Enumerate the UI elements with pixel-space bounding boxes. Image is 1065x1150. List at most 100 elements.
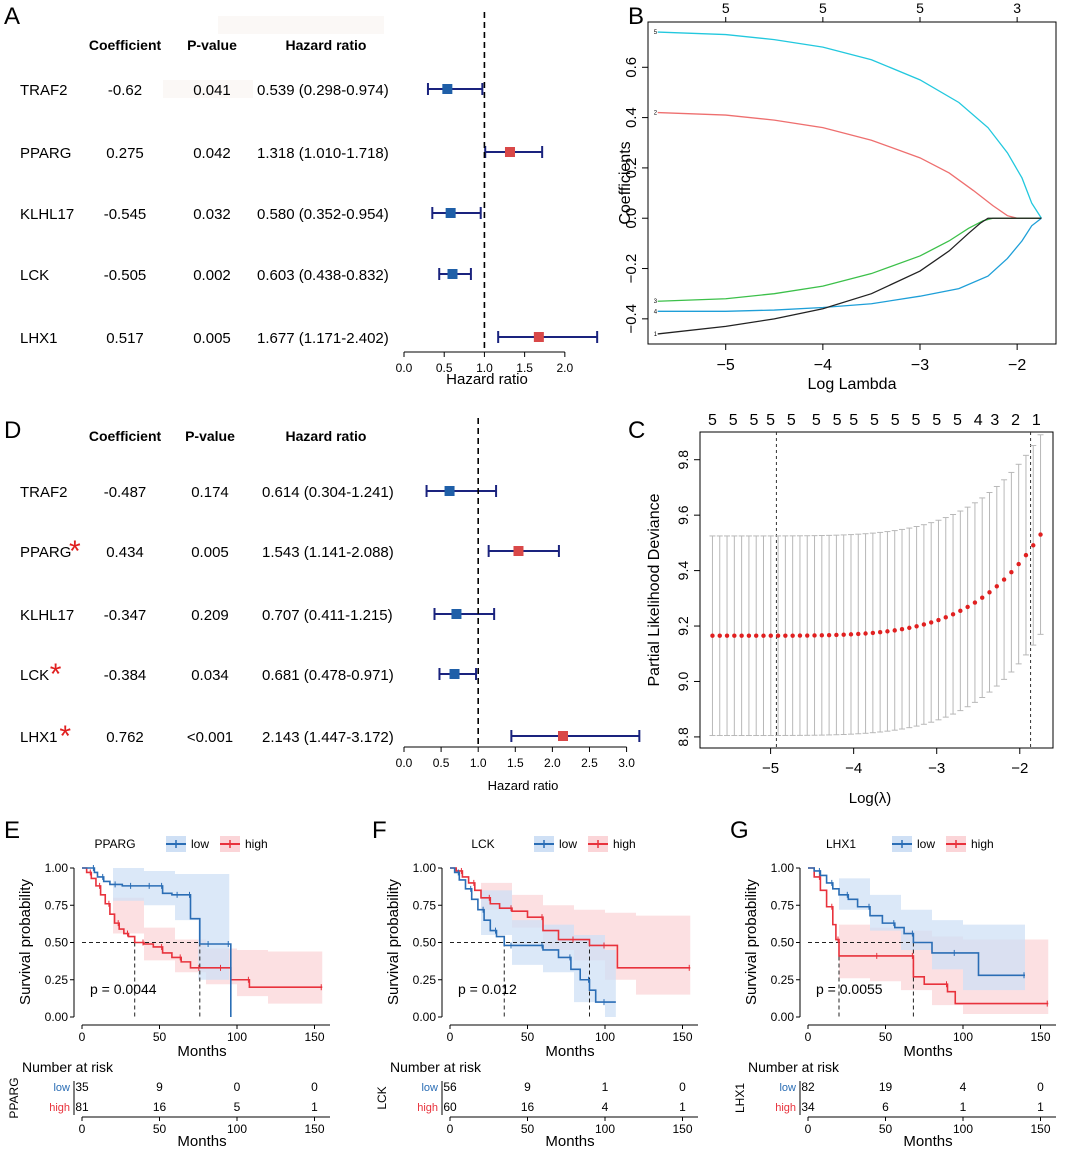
y-tick-label: 9.0: [675, 672, 691, 692]
y-tick-label: 0.0: [623, 208, 640, 229]
cv-point: [907, 625, 912, 631]
y-tick-label: 0.6: [623, 57, 640, 78]
x-tick-label: 0: [805, 1030, 812, 1044]
top-count-label: 5: [729, 412, 738, 429]
y-tick-label: 0.00: [45, 1010, 69, 1024]
x-axis-title: Hazard ratio: [488, 778, 559, 793]
coefficient-value: -0.505: [104, 267, 147, 284]
cv-point: [739, 633, 744, 638]
x-tick-label: 0.5: [433, 756, 450, 770]
header-coefficient: Coefficient: [89, 428, 162, 444]
top-count-label: 3: [990, 412, 999, 429]
risk-high-label: high: [417, 1102, 438, 1114]
hr-point-lck: [449, 669, 460, 679]
x-tick-label: 2.0: [556, 361, 573, 375]
risk-count-high: 4: [602, 1100, 609, 1114]
cv-point: [1016, 561, 1021, 567]
top-count-label: 5: [833, 412, 842, 429]
cv-point: [1038, 532, 1043, 537]
risk-count-high: 1: [960, 1100, 967, 1114]
coefficient-value: 0.762: [106, 729, 144, 746]
cv-point: [775, 633, 781, 638]
gene-label-pparg: PPARG: [20, 544, 71, 561]
panel-label-g: G: [730, 817, 749, 844]
x-axis-title: Months: [545, 1043, 594, 1060]
hazard-ratio-text: 0.580 (0.352-0.954): [257, 206, 389, 223]
x-tick-label: −4: [845, 760, 862, 777]
x-axis-title: Log Lambda: [808, 376, 897, 393]
top-count-label: 5: [787, 412, 796, 429]
y-tick-label: 0.25: [45, 973, 69, 987]
header-p-value: P-value: [187, 37, 237, 53]
risk-x-tick-label: 0: [805, 1122, 812, 1136]
x-tick-label: 100: [227, 1030, 247, 1044]
risk-high-label: high: [775, 1102, 796, 1114]
cv-point: [965, 604, 970, 610]
legend-low-label: low: [917, 837, 935, 851]
y-tick-label: −0.4: [623, 304, 640, 334]
coefficient-value: -0.487: [104, 484, 147, 501]
gene-label-lhx1: LHX1: [20, 729, 58, 746]
x-tick-label: 0: [79, 1030, 86, 1044]
cv-point: [797, 633, 803, 638]
risk-count-low: 19: [879, 1080, 893, 1094]
x-axis-title: Months: [903, 1043, 952, 1060]
cv-point: [936, 617, 941, 623]
cv-point: [805, 633, 810, 638]
km-curve-high: [450, 867, 691, 969]
hr-point-pparg: [504, 147, 515, 157]
risk-count-low: 0: [1037, 1080, 1044, 1094]
coefficient-value: 0.275: [106, 145, 144, 162]
top-count-label: 5: [812, 412, 821, 429]
x-tick-label: 150: [304, 1030, 324, 1044]
cv-point: [754, 633, 759, 638]
top-count-label: 5: [766, 412, 775, 429]
risk-x-axis-title: Months: [903, 1133, 952, 1150]
x-tick-label: −5: [717, 357, 735, 374]
risk-x-tick-label: 150: [304, 1122, 324, 1136]
y-tick-label: 0.75: [413, 898, 437, 912]
y-tick-label: 9.2: [675, 616, 691, 636]
x-tick-label: 100: [953, 1030, 973, 1044]
top-count-label: 5: [953, 412, 962, 429]
cv-point: [987, 590, 992, 595]
risk-x-tick-label: 100: [227, 1122, 247, 1136]
cv-point: [943, 615, 948, 620]
hr-point-lhx1: [557, 731, 568, 741]
coefficient-value: -0.62: [108, 82, 142, 99]
risk-count-low: 4: [960, 1080, 967, 1094]
hr-point-traf2: [444, 486, 455, 496]
x-tick-label: −5: [762, 760, 779, 777]
risk-gene-label: LCK: [375, 1086, 389, 1109]
cv-point: [841, 632, 846, 637]
x-tick-label: 100: [595, 1030, 615, 1044]
y-tick-label: 0.50: [771, 936, 795, 950]
coefficient-value: -0.545: [104, 206, 147, 223]
coefficient-path-5: [657, 31, 1042, 219]
risk-x-tick-label: 50: [521, 1122, 535, 1136]
cv-point: [856, 631, 861, 637]
x-tick-label: 150: [672, 1030, 692, 1044]
y-axis-title: Survival probability: [17, 879, 34, 1005]
panel-label-e: E: [4, 817, 20, 844]
cv-point: [1031, 543, 1036, 548]
risk-x-tick-label: 0: [447, 1122, 454, 1136]
p-value: <0.001: [187, 729, 233, 746]
x-tick-label: −3: [928, 760, 945, 777]
risk-low-label: low: [779, 1082, 796, 1094]
coefficient-value: -0.384: [104, 667, 147, 684]
x-tick-label: 3.0: [618, 756, 635, 770]
coefficient-value: -0.347: [104, 607, 147, 624]
p-value: 0.005: [191, 544, 229, 561]
cv-point: [972, 600, 978, 605]
panel-label-d: D: [4, 417, 21, 444]
risk-count-low: 1: [602, 1080, 609, 1094]
hr-point-lhx1: [533, 332, 544, 342]
panel-label-a: A: [4, 3, 20, 30]
top-count-label: 2: [1011, 412, 1020, 429]
y-tick-label: 0.00: [771, 1010, 795, 1024]
y-tick-label: 0.2: [623, 157, 640, 178]
risk-count-high: 60: [443, 1100, 457, 1114]
legend-high-label: high: [971, 837, 994, 851]
faint-highlight: [218, 16, 384, 34]
